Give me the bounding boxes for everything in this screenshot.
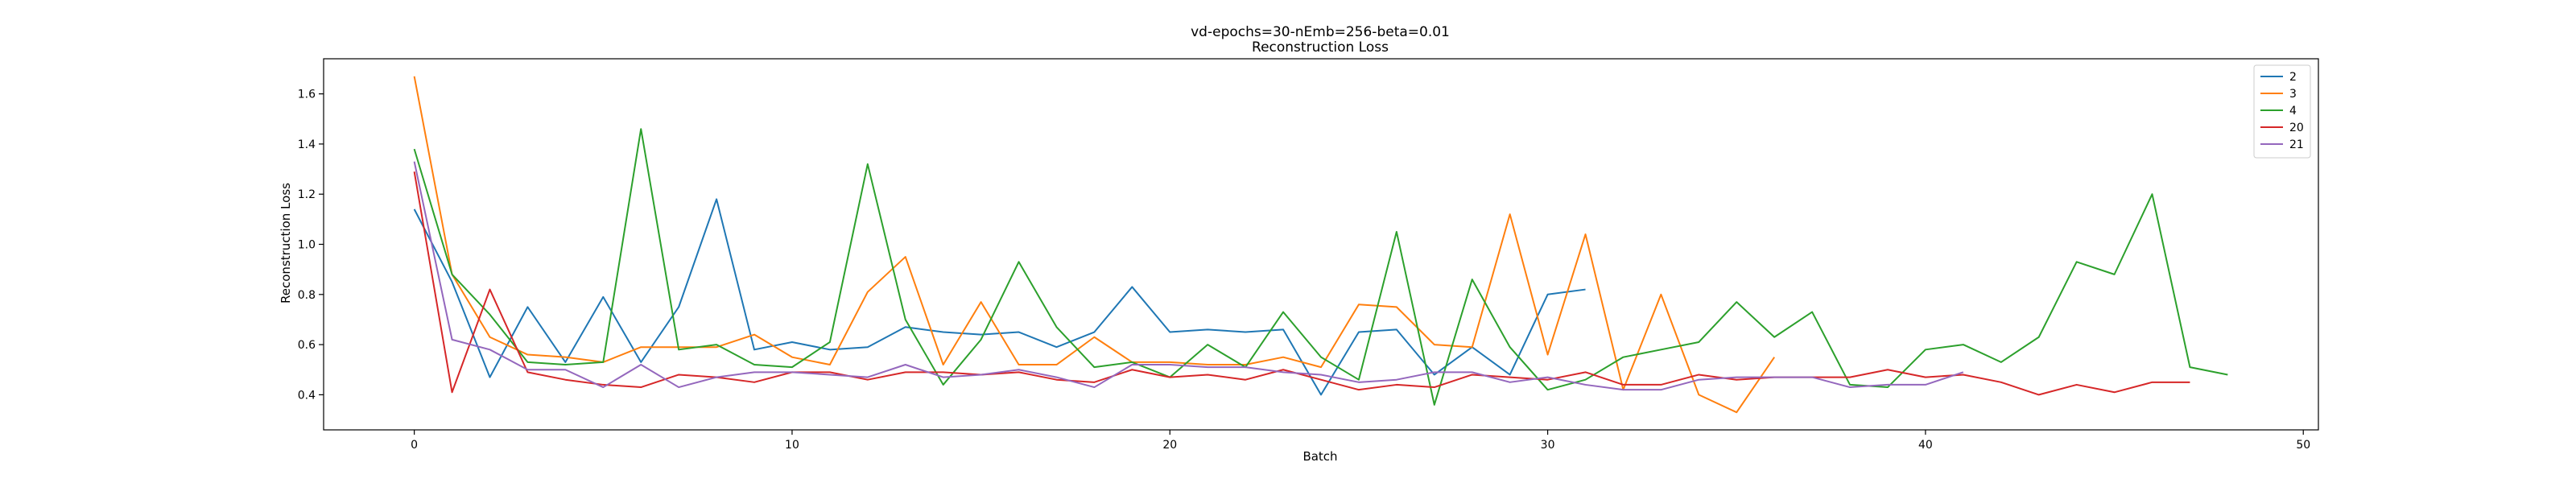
x-tick-label: 10 xyxy=(785,439,799,452)
x-tick-label: 40 xyxy=(1918,439,1933,452)
y-tick-label: 1.0 xyxy=(298,239,316,252)
series-line-21 xyxy=(413,161,1964,391)
y-tick-label: 1.4 xyxy=(298,138,316,151)
legend-label-3: 3 xyxy=(2289,88,2297,101)
y-axis-label: Reconstruction Loss xyxy=(279,183,293,303)
series-line-2 xyxy=(413,198,1586,396)
x-tick-label: 50 xyxy=(2296,439,2310,452)
legend-label-20: 20 xyxy=(2289,122,2304,134)
series-line-20 xyxy=(413,171,2190,396)
series-line-3 xyxy=(413,76,1776,414)
y-tick-label: 0.4 xyxy=(298,389,316,402)
chart-title: vd-epochs=30-nEmb=256-beta=0.01 xyxy=(1191,24,1450,40)
legend-label-4: 4 xyxy=(2289,105,2297,118)
y-tick-label: 0.6 xyxy=(298,339,316,352)
y-tick-label: 0.8 xyxy=(298,289,316,302)
plot-area: 0 10 20 30 40 50 0.4 0.6 0.8 1.0 1.2 1.4 1.6 xyxy=(298,58,2319,452)
legend-box xyxy=(2253,64,2311,159)
x-tick-label: 0 xyxy=(411,439,418,452)
legend: 2 3 4 20 21 xyxy=(2253,64,2311,159)
series-line-4 xyxy=(413,128,2228,406)
legend-label-2: 2 xyxy=(2289,71,2297,84)
x-tick-label: 20 xyxy=(1162,439,1177,452)
x-axis-label: Batch xyxy=(1302,449,1337,464)
y-tick-label: 1.2 xyxy=(298,188,316,201)
y-tick-label: 1.6 xyxy=(298,89,316,101)
legend-label-21: 21 xyxy=(2289,138,2304,151)
chart-subtitle: Reconstruction Loss xyxy=(1252,39,1389,56)
x-tick-label: 30 xyxy=(1541,439,1555,452)
